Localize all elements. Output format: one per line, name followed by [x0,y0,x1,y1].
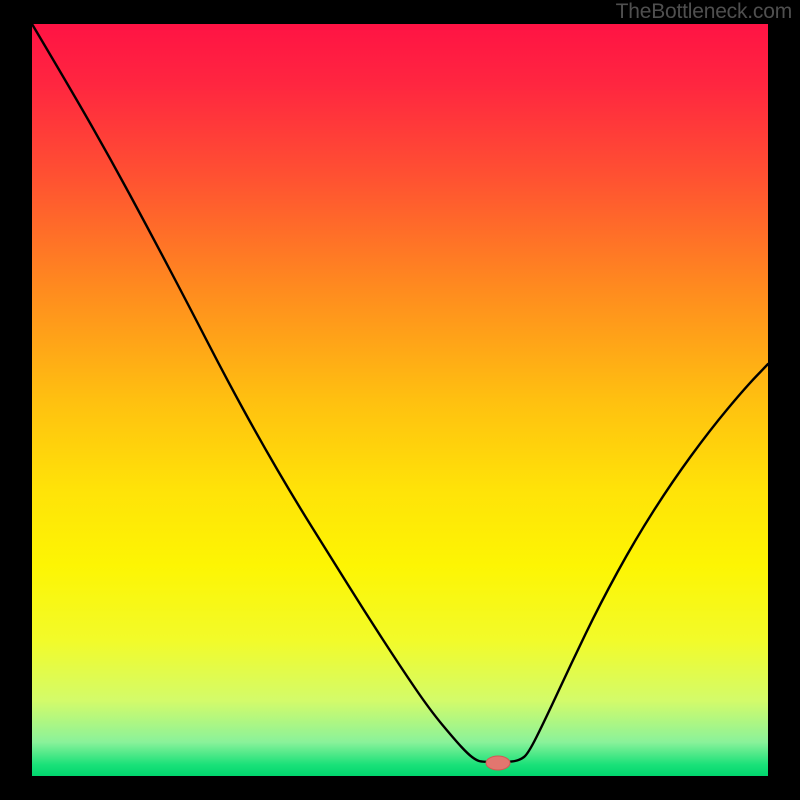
plot-area [32,24,768,776]
attribution-label: TheBottleneck.com [616,0,792,24]
stage: TheBottleneck.com [0,0,800,800]
optimum-marker [486,756,510,770]
chart-svg [0,0,800,800]
